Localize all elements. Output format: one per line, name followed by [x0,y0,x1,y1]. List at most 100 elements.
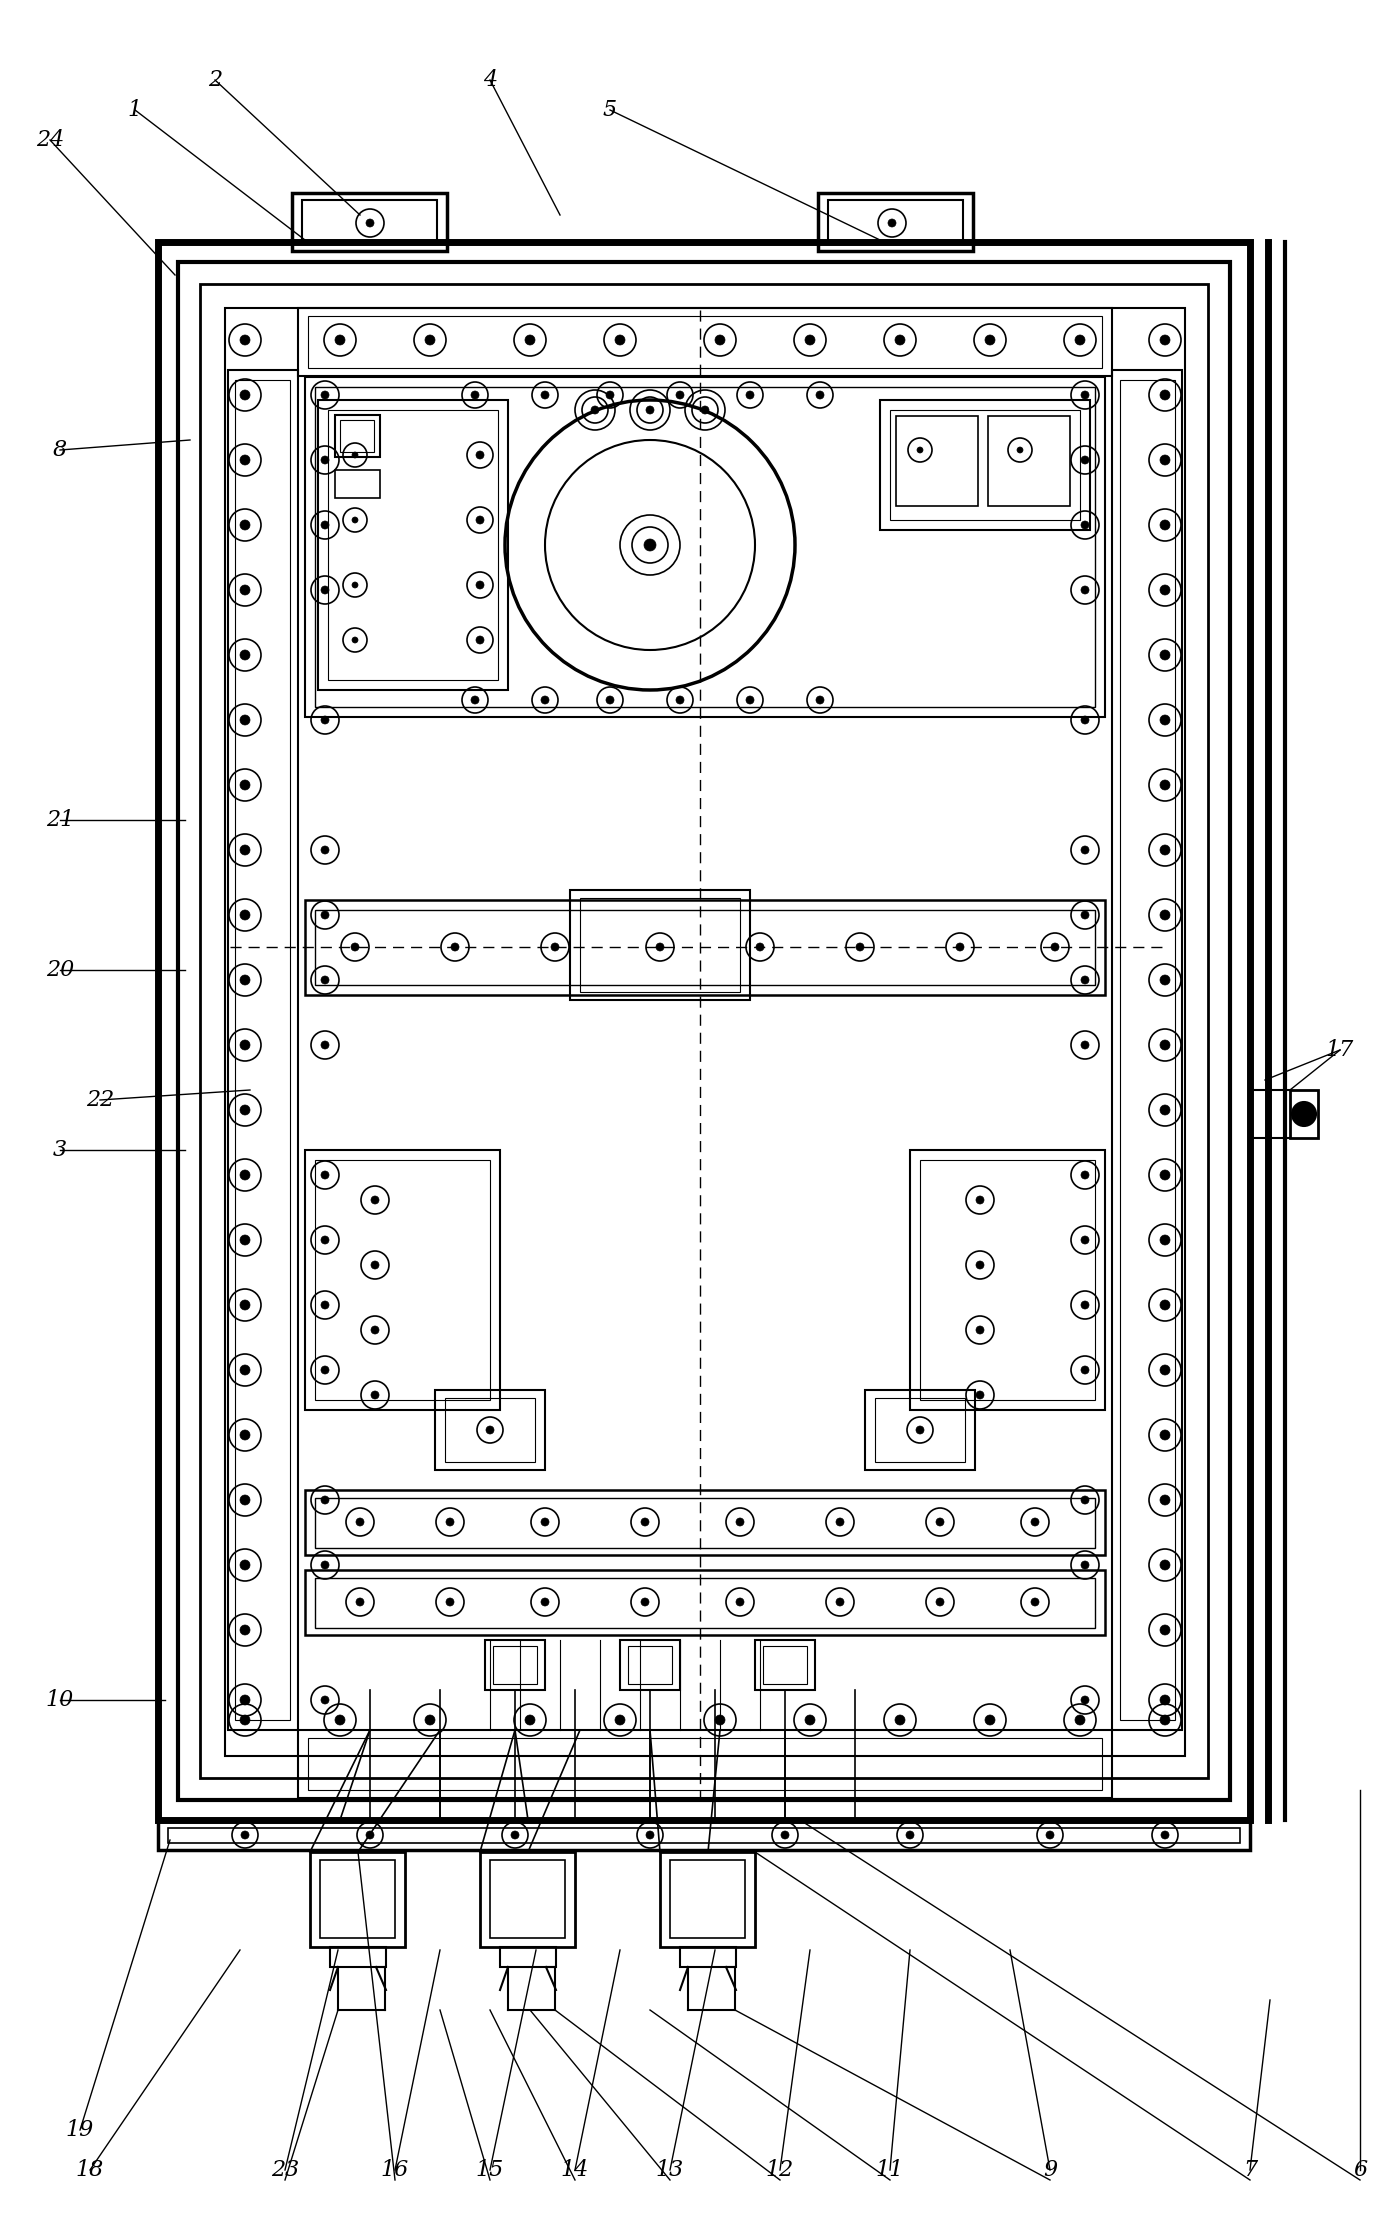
Circle shape [757,944,764,951]
Circle shape [956,944,965,951]
Circle shape [240,1695,250,1706]
Text: 3: 3 [53,1139,67,1162]
Circle shape [646,406,653,413]
Circle shape [780,1830,789,1839]
Bar [315,1159,490,1399]
Circle shape [1160,844,1170,855]
Circle shape [321,975,329,984]
Circle shape [917,446,923,453]
Circle shape [856,944,864,951]
Circle shape [606,391,614,400]
Circle shape [1081,1561,1089,1568]
Bar [1120,380,1175,1719]
Bar [335,415,380,458]
Circle shape [240,1039,250,1051]
Circle shape [321,1042,329,1048]
Circle shape [976,1262,984,1268]
Circle shape [1081,911,1089,919]
Circle shape [676,391,684,400]
Bar [764,1646,807,1684]
Circle shape [1081,522,1089,529]
Bar [200,284,1208,1779]
Circle shape [321,1366,329,1375]
Circle shape [352,517,357,522]
Circle shape [935,1517,944,1526]
Circle shape [935,1597,944,1606]
Bar [304,378,1106,717]
Circle shape [321,391,329,400]
Circle shape [350,944,359,951]
Circle shape [676,695,684,704]
Bar [755,1639,815,1690]
Circle shape [1081,1366,1089,1375]
Circle shape [817,695,824,704]
Circle shape [1160,715,1170,724]
Circle shape [701,406,709,413]
Bar [445,1397,535,1461]
Circle shape [424,335,436,344]
Circle shape [240,975,250,984]
Circle shape [1081,1497,1089,1504]
Circle shape [240,391,250,400]
Circle shape [476,635,484,644]
Circle shape [1032,1597,1039,1606]
Circle shape [1160,975,1170,984]
Circle shape [1046,1830,1054,1839]
Circle shape [366,220,374,227]
Circle shape [745,695,754,704]
Circle shape [641,1597,649,1606]
Bar [1113,371,1182,1730]
Text: 24: 24 [36,129,64,151]
Circle shape [1081,1302,1089,1308]
Circle shape [715,1715,725,1726]
Circle shape [1081,1697,1089,1704]
Circle shape [240,1235,250,1246]
Bar [228,371,297,1730]
Circle shape [240,1366,250,1375]
Circle shape [371,1326,378,1335]
Circle shape [371,1390,378,1399]
Bar [660,1852,755,1948]
Bar [680,1948,736,1968]
Circle shape [352,453,357,458]
Bar [910,1150,1106,1410]
Circle shape [356,1517,364,1526]
Bar [309,1739,1101,1790]
Bar [328,411,498,680]
Circle shape [240,651,250,660]
Bar [297,1730,1113,1799]
Bar [304,900,1106,995]
Circle shape [321,1170,329,1179]
Bar [304,1570,1106,1635]
Circle shape [240,1299,250,1310]
Circle shape [240,844,250,855]
Circle shape [1161,1830,1168,1839]
Bar [879,400,1090,531]
Circle shape [542,1517,549,1526]
Text: 17: 17 [1326,1039,1354,1062]
Circle shape [591,406,599,413]
Bar [436,1390,544,1470]
Circle shape [976,1326,984,1335]
Circle shape [715,335,725,344]
Circle shape [445,1597,454,1606]
Bar [320,1859,395,1939]
Circle shape [445,1517,454,1526]
Circle shape [1160,584,1170,595]
Circle shape [542,1597,549,1606]
Bar [168,1828,1240,1843]
Bar [309,315,1101,369]
Text: 7: 7 [1242,2159,1256,2181]
Circle shape [1160,520,1170,531]
Circle shape [1160,1235,1170,1246]
Circle shape [1160,1626,1170,1635]
Circle shape [321,1697,329,1704]
Circle shape [644,540,656,551]
Circle shape [1160,1715,1170,1726]
Circle shape [1293,1102,1316,1126]
Text: 4: 4 [483,69,497,91]
Circle shape [321,586,329,593]
Text: 10: 10 [46,1688,74,1710]
Text: 16: 16 [381,2159,409,2181]
Bar [158,242,1249,1819]
